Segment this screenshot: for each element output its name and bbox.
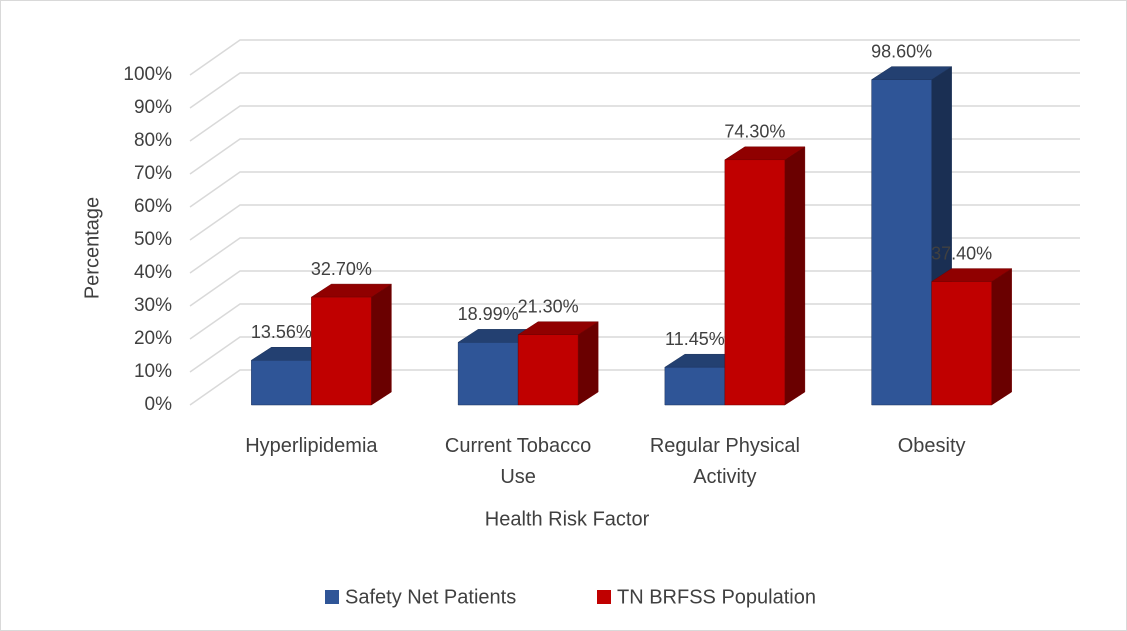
bar-front (517, 334, 579, 406)
data-label: 98.60% (871, 41, 932, 61)
bar (870, 66, 953, 406)
y-tick-label: 10% (134, 361, 172, 382)
data-label: 32.70% (311, 259, 372, 279)
data-label: 37.40% (931, 243, 992, 263)
data-label: 11.45% (665, 329, 725, 349)
y-axis-title: Percentage (81, 197, 103, 299)
bar-front (871, 79, 932, 406)
bar (517, 321, 599, 406)
grid-line (189, 105, 1080, 142)
y-tick-label: 30% (134, 295, 172, 316)
data-label: 74.30% (724, 122, 785, 142)
bar-front (931, 281, 992, 406)
bar-side (577, 321, 599, 406)
y-tick-label: 90% (134, 97, 172, 118)
legend-label: Safety Net Patients (345, 586, 516, 608)
legend-swatch (597, 590, 611, 604)
grid-line (189, 138, 1080, 175)
grid-line (189, 72, 1080, 109)
bar (310, 283, 393, 406)
data-label: 13.56% (251, 322, 312, 342)
grid-line (189, 39, 1080, 76)
bar-front (724, 159, 786, 406)
x-tick-label: Hyperlipidemia (245, 435, 378, 457)
y-tick-label: 60% (134, 196, 172, 217)
legend-swatch (325, 590, 339, 604)
y-tick-label: 80% (134, 130, 172, 151)
y-tick-label: 20% (134, 328, 172, 349)
y-tick-label: 50% (134, 229, 172, 250)
data-label: 18.99% (458, 304, 519, 324)
bar-side (991, 268, 1012, 406)
bar (724, 146, 806, 406)
y-tick-label: 0% (145, 394, 173, 415)
bar (930, 268, 1013, 406)
bar-side (371, 283, 392, 406)
bar-front (251, 360, 312, 406)
y-tick-label: 100% (123, 64, 172, 85)
x-tick-label: Current Tobacco Use (444, 435, 592, 488)
x-tick-label: Obesity (897, 435, 966, 457)
x-tick-label: Regular Physical Activity (649, 435, 800, 488)
bar-front (311, 296, 372, 406)
bar-front (457, 342, 519, 406)
y-tick-label: 70% (134, 163, 172, 184)
y-tick-label: 40% (134, 262, 172, 283)
data-label: 21.30% (518, 296, 579, 316)
bar-side (784, 146, 806, 406)
legend-label: TN BRFSS Population (617, 586, 816, 608)
x-axis-title: Health Risk Factor (485, 508, 650, 530)
bar-front (664, 366, 726, 406)
